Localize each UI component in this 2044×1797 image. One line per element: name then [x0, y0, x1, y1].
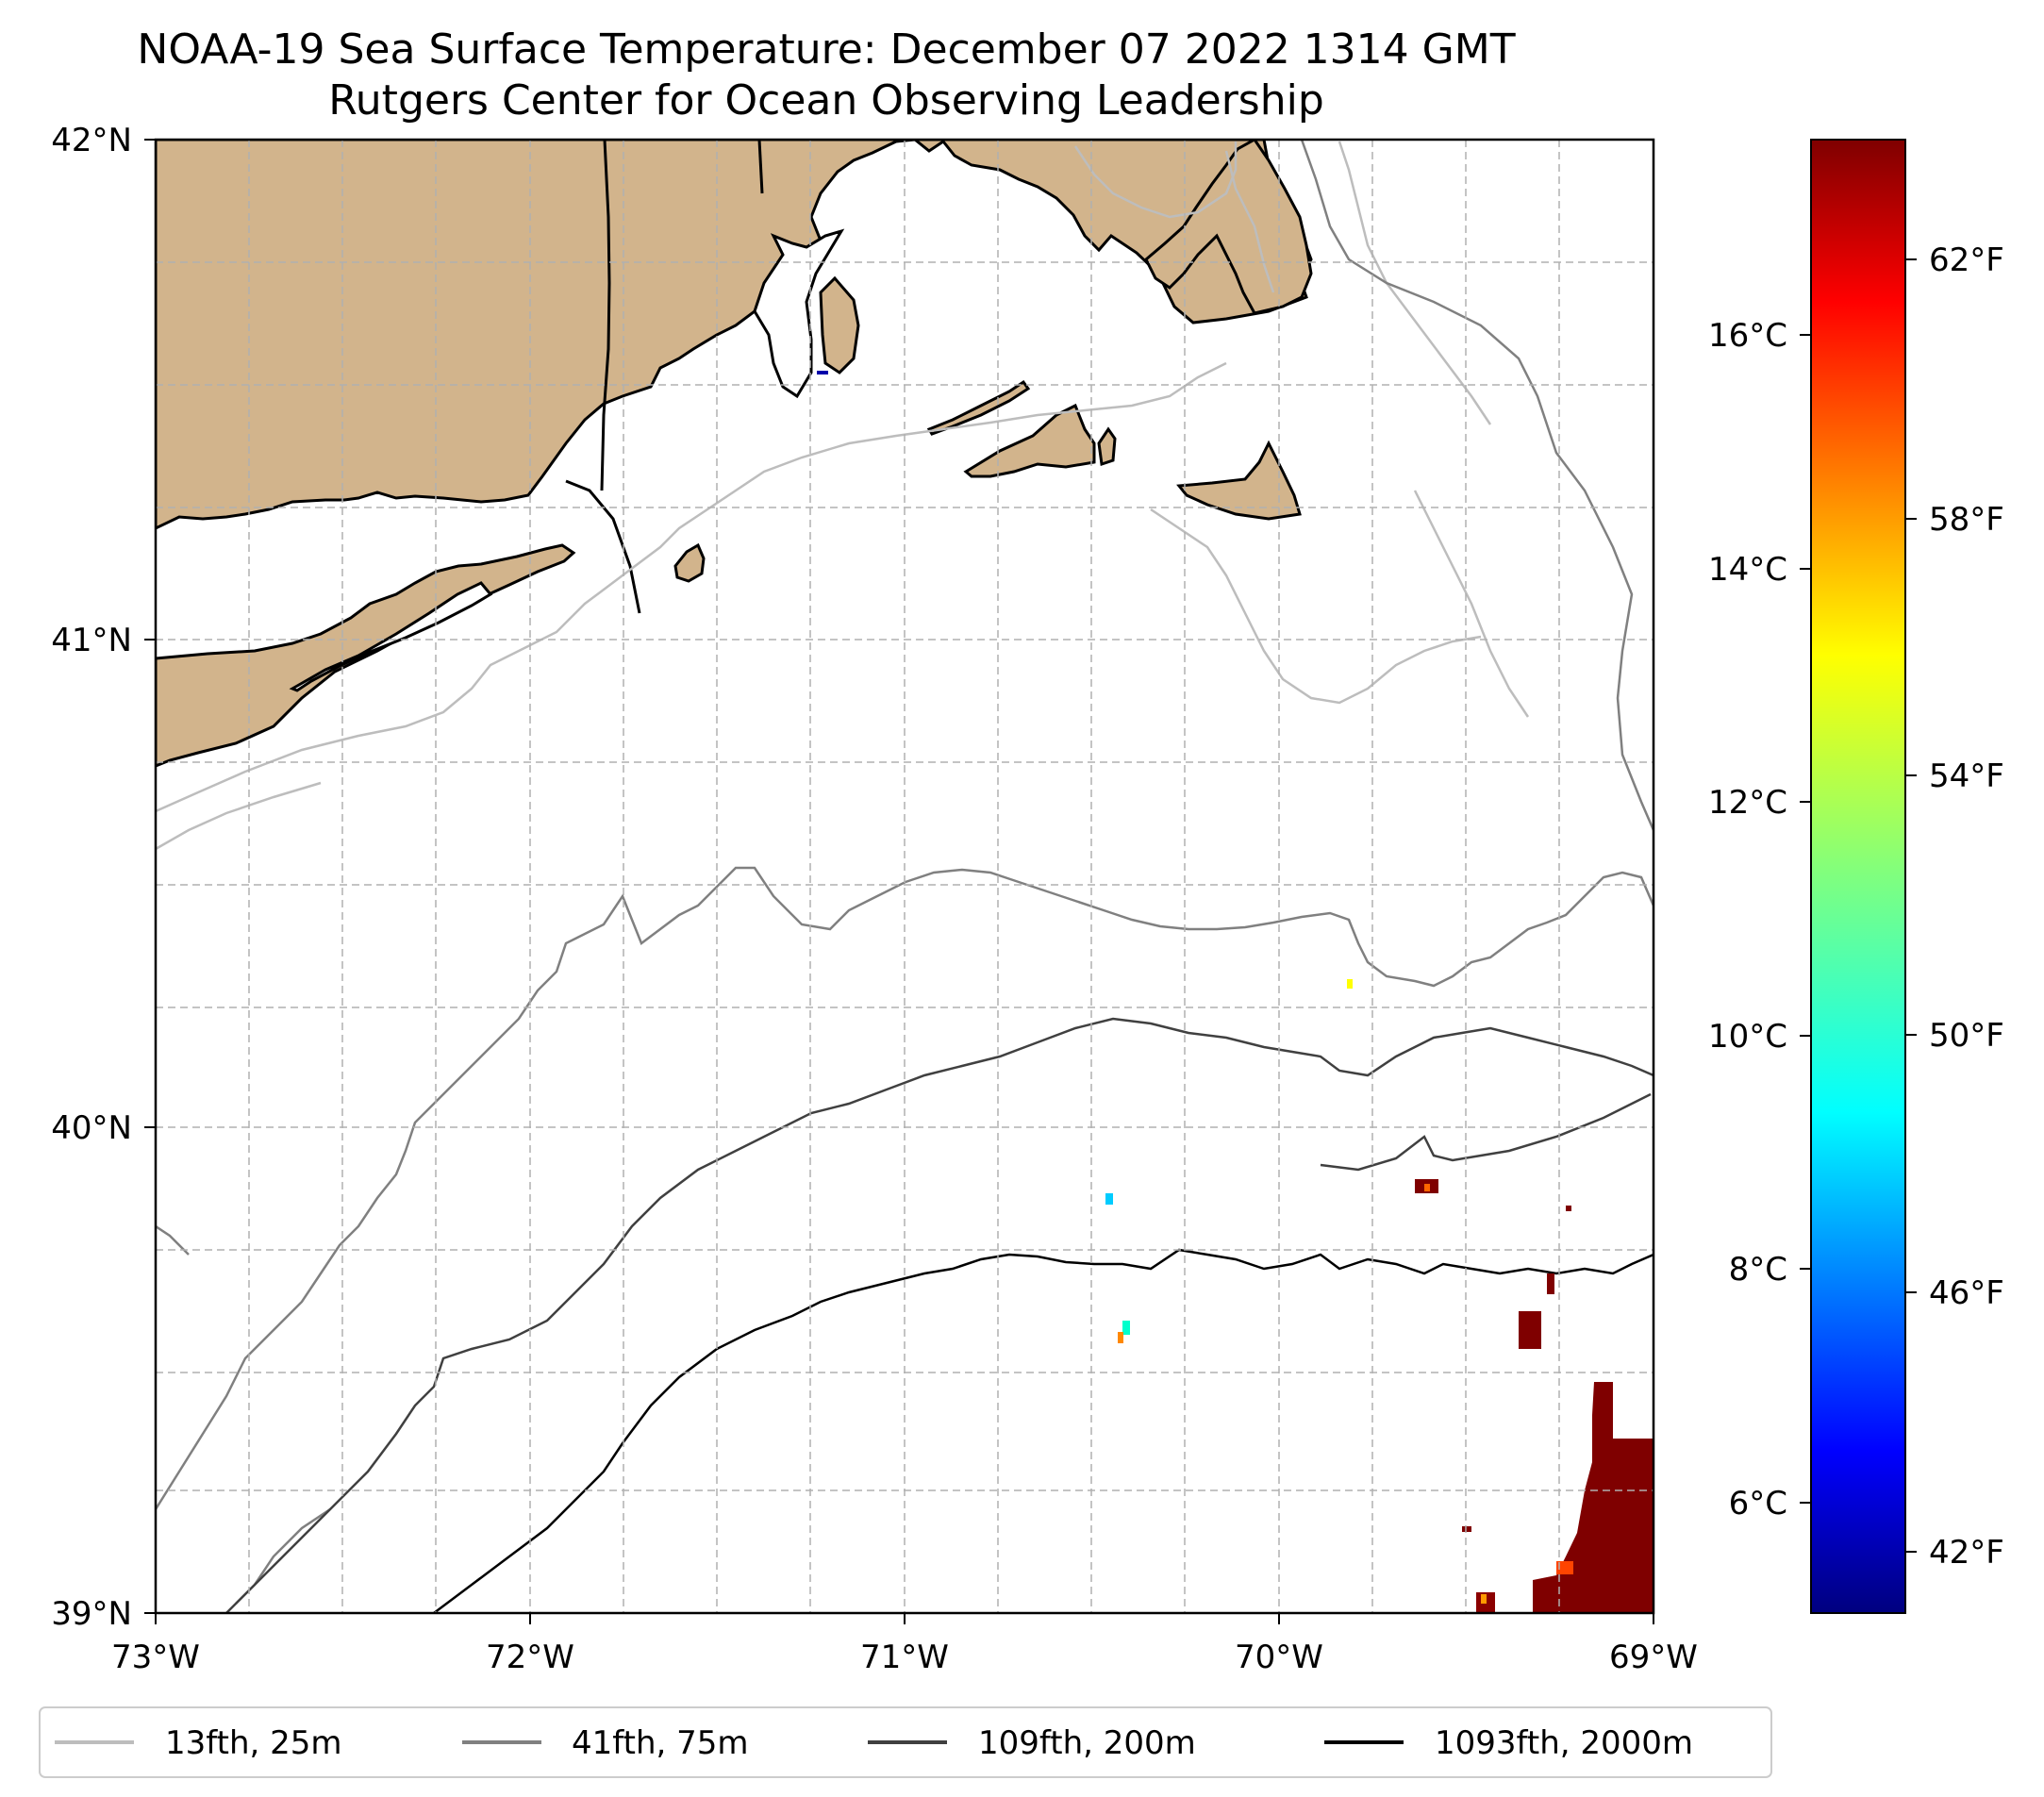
x-tick-label: 73°W	[111, 1639, 200, 1676]
colorbar-celsius-label: 12°C	[1708, 784, 1787, 822]
contour-75m	[156, 140, 1653, 1605]
long-island-north-fork	[289, 581, 493, 692]
colorbar-fahrenheit-label: 58°F	[1929, 501, 2004, 539]
gridlines	[156, 140, 1653, 1613]
sst-patch	[1519, 1311, 1541, 1349]
colorbar-fahrenheit-label: 42°F	[1929, 1534, 2004, 1572]
sst-patch	[1347, 979, 1353, 989]
sst-pixels	[817, 371, 1653, 1613]
colorbar-celsius-label: 16°C	[1708, 317, 1787, 355]
colorbar-celsius-label: 8°C	[1729, 1251, 1787, 1289]
chappaquiddick	[1097, 426, 1117, 466]
x-tick-label: 72°W	[486, 1639, 574, 1676]
colorbar	[1810, 139, 1906, 1614]
sst-patch	[1566, 1206, 1571, 1211]
y-tick-label: 40°N	[51, 1109, 132, 1147]
nantucket	[1176, 440, 1302, 521]
axis-ticks	[144, 139, 1654, 1624]
legend-label: 13fth, 25m	[165, 1724, 342, 1762]
sst-patch	[1118, 1332, 1123, 1343]
sst-patch	[1556, 1561, 1573, 1574]
sst-patch	[1481, 1594, 1487, 1604]
sst-patch-large	[1533, 1382, 1653, 1613]
aquidneck-island	[819, 275, 860, 374]
colorbar-celsius-label: 14°C	[1708, 551, 1787, 589]
y-tick-label: 39°N	[51, 1595, 132, 1633]
colorbar-fahrenheit-label: 46°F	[1929, 1274, 2004, 1312]
colorbar-fahrenheit-label: 62°F	[1929, 241, 2004, 279]
contour-2000m	[433, 1248, 1653, 1613]
narragansett-bay	[753, 228, 845, 399]
legend-label: 1093fth, 2000m	[1435, 1724, 1693, 1762]
chart-title: NOAA-19 Sea Surface Temperature: Decembe…	[137, 25, 1516, 74]
sst-patch	[1462, 1526, 1471, 1532]
chart-subtitle: Rutgers Center for Ocean Observing Leade…	[328, 76, 1324, 125]
legend-label: 41fth, 75m	[572, 1724, 749, 1762]
x-tick-label: 69°W	[1609, 1639, 1698, 1676]
colorbar-fahrenheit-label: 50°F	[1929, 1017, 2004, 1055]
land	[156, 140, 1313, 768]
sst-patch	[1105, 1193, 1113, 1205]
colorbar-celsius-label: 10°C	[1708, 1018, 1787, 1056]
state-boundaries	[565, 140, 764, 614]
colorbar-celsius-label: 6°C	[1729, 1485, 1787, 1522]
x-tick-label: 71°W	[860, 1639, 949, 1676]
x-tick-label: 70°W	[1235, 1639, 1323, 1676]
legend-label: 109fth, 200m	[978, 1724, 1196, 1762]
block-island	[673, 542, 706, 583]
colorbar-fahrenheit-label: 54°F	[1929, 757, 2004, 795]
y-tick-label: 42°N	[51, 122, 132, 159]
y-tick-label: 41°N	[51, 622, 132, 659]
sst-patch	[1547, 1273, 1554, 1294]
cape-cod	[1144, 140, 1313, 315]
colorbar-ticks	[1800, 258, 1917, 1553]
sst-patch	[817, 371, 828, 374]
sst-patch	[1122, 1321, 1130, 1335]
sst-patch	[1424, 1184, 1430, 1191]
contour-25m	[156, 141, 1530, 851]
